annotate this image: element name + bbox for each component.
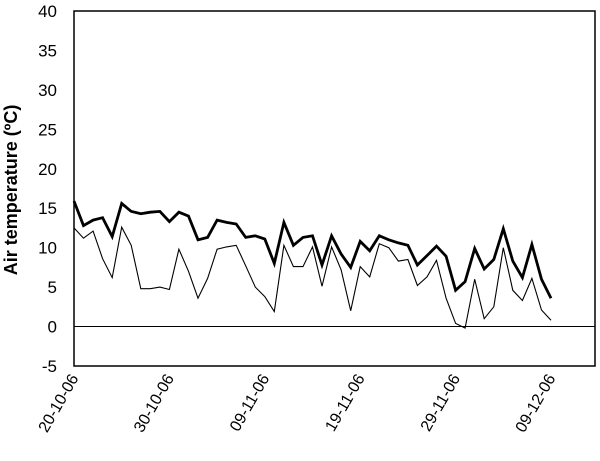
y-tick-label: 10 (38, 239, 57, 258)
y-tick-label: 35 (38, 41, 57, 60)
y-axis-label: Air temperature (ºC) (1, 105, 21, 276)
y-tick-label: -5 (42, 357, 57, 376)
series-line-thick (72, 200, 553, 299)
series-line-thin (73, 225, 552, 329)
y-tick-label: 30 (38, 81, 57, 100)
x-tick-label: 19-11-06 (323, 371, 369, 434)
y-tick-label: 40 (38, 2, 57, 21)
x-tick-label: 30-10-06 (131, 371, 178, 435)
y-tick-label: 15 (38, 199, 57, 218)
y-axis-ticks: -5 0 5 10 15 20 25 30 35 40 (38, 2, 57, 376)
plot-frame (73, 10, 596, 367)
x-tick-label: 09-12-06 (513, 371, 560, 435)
y-tick-label: 20 (38, 160, 57, 179)
x-tick-label: 29-11-06 (418, 371, 464, 434)
x-tick-label: 09-11-06 (227, 371, 273, 434)
y-tick-label: 0 (48, 318, 57, 337)
x-axis-ticks: 20-10-06 30-10-06 09-11-06 19-11-06 29-11-06… (36, 371, 560, 435)
y-tick-label: 5 (48, 278, 57, 297)
series-layer (72, 200, 553, 329)
y-tick-label: 25 (38, 120, 57, 139)
x-tick-label: 20-10-06 (36, 371, 83, 435)
